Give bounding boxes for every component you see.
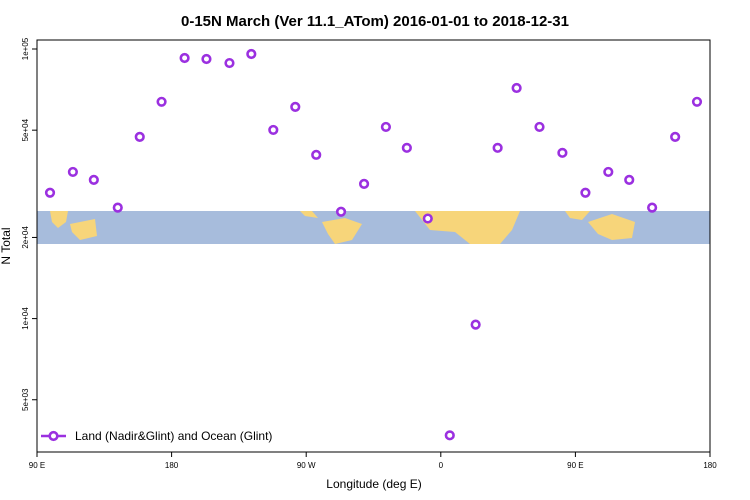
- map-land: [70, 219, 97, 240]
- map-band: [37, 211, 710, 244]
- data-point: [112, 202, 123, 213]
- y-tick-label: 1e+04: [21, 307, 30, 330]
- data-point: [44, 187, 56, 198]
- data-point: [335, 206, 347, 217]
- data-point: [691, 96, 703, 107]
- data-point: [670, 131, 681, 143]
- data-point: [67, 166, 78, 178]
- y-axis-label: N Total: [0, 227, 13, 264]
- data-point: [290, 101, 301, 112]
- x-tick-label: 90 W: [297, 461, 316, 470]
- data-point: [422, 213, 433, 224]
- map-land: [322, 218, 362, 244]
- legend-label: Land (Nadir&Glint) and Ocean (Glint): [75, 429, 272, 443]
- data-point: [511, 82, 522, 94]
- data-point: [311, 149, 322, 160]
- data-point: [534, 121, 545, 133]
- map-land: [300, 211, 318, 218]
- data-point: [380, 121, 392, 133]
- data-point: [401, 142, 412, 153]
- data-point: [580, 187, 591, 198]
- x-tick-label: 90 E: [29, 461, 45, 470]
- data-point: [268, 124, 279, 136]
- data-point: [603, 166, 614, 178]
- y-tick-label: 5e+04: [21, 118, 30, 141]
- y-tick-label: 1e+05: [21, 37, 30, 60]
- data-point: [470, 319, 481, 330]
- x-tick-label: 180: [703, 461, 717, 470]
- data-point: [624, 174, 635, 185]
- data-point: [156, 96, 167, 107]
- data-point: [444, 430, 455, 441]
- plot-frame: [36, 39, 711, 453]
- x-tick-label: 0: [439, 461, 444, 470]
- map-land: [50, 211, 68, 228]
- y-tick-label: 5e+03: [21, 388, 30, 411]
- data-point: [88, 174, 99, 185]
- data-point: [557, 147, 568, 158]
- y-tick-label: 2e+04: [21, 226, 30, 249]
- data-point: [134, 131, 145, 143]
- data-point: [224, 57, 235, 69]
- data-point: [179, 52, 190, 64]
- x-tick-label: 180: [165, 461, 179, 470]
- data-point: [246, 48, 257, 60]
- x-tick-label: 90 E: [567, 461, 583, 470]
- data-point: [201, 53, 212, 65]
- map-land: [565, 211, 590, 220]
- x-axis-label: Longitude (deg E): [326, 477, 421, 491]
- data-point: [358, 178, 370, 189]
- data-point: [647, 202, 658, 213]
- legend-symbol: [48, 430, 59, 442]
- chart-title: 0-15N March (Ver 11.1_ATom) 2016-01-01 t…: [181, 13, 569, 30]
- map-land: [588, 214, 635, 240]
- map-land: [415, 211, 520, 244]
- data-point: [492, 142, 503, 153]
